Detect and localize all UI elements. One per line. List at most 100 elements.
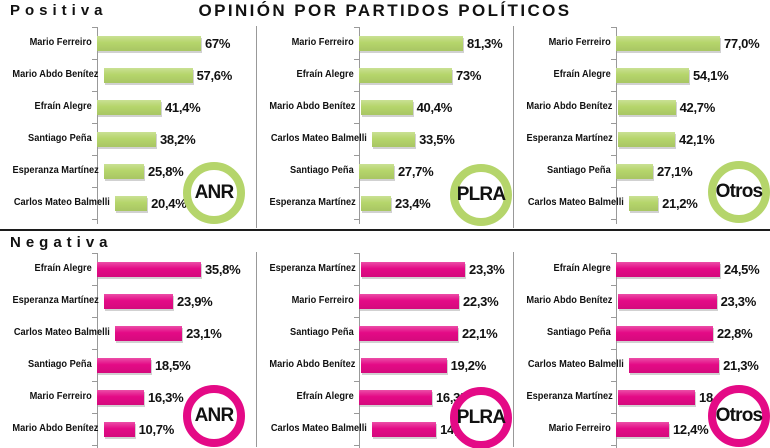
bar-row: Santiago Peña 27,1% — [514, 155, 770, 187]
page-title: OPINIÓN POR PARTIDOS POLÍTICOS — [198, 1, 572, 20]
value-label: 38,2% — [160, 131, 196, 147]
bar — [97, 99, 161, 115]
bar-row: Mario Abdo Benítez 42,7% — [514, 91, 770, 123]
value-axis — [611, 253, 617, 448]
bar — [618, 131, 676, 147]
bar — [97, 35, 201, 51]
bar — [361, 261, 466, 277]
section-divider — [0, 229, 770, 231]
value-label: 21,2% — [662, 195, 698, 211]
bar — [359, 389, 432, 405]
bar — [104, 293, 174, 309]
bar-row: Mario Abdo Benítez 40,4% — [257, 91, 513, 123]
bar-row: Mario Ferreiro 77,0% — [514, 27, 770, 59]
bar-row: Esperanza Martínez 23,4% — [257, 187, 513, 219]
candidate-label: Carlos Mateo Balmelli — [270, 422, 367, 435]
bar — [616, 163, 653, 179]
section-label: Negativa — [10, 234, 113, 251]
candidate-label: Carlos Mateo Balmelli — [13, 326, 110, 339]
bar — [616, 325, 713, 341]
party-badge: Otros — [708, 385, 770, 447]
candidate-label: Esperanza Martínez — [269, 262, 356, 275]
bar — [360, 99, 413, 115]
candidate-label: Carlos Mateo Balmelli — [527, 358, 624, 371]
bar — [97, 357, 151, 373]
value-label: 21,3% — [723, 357, 759, 373]
candidate-label: Carlos Mateo Balmelli — [527, 196, 624, 209]
value-label: 25,8% — [148, 163, 184, 179]
value-label: 23,3% — [469, 261, 505, 277]
bar — [115, 195, 148, 211]
section: Positiva Mario Ferreiro 67% Mario Abdo B… — [0, 2, 770, 228]
bar — [616, 261, 720, 277]
bar — [97, 131, 156, 147]
party-badge-label: ANR — [194, 182, 235, 203]
value-label: 22,1% — [462, 325, 498, 341]
bar — [618, 389, 696, 405]
party-badge: ANR — [183, 385, 245, 447]
party-panel: Esperanza Martínez 23,3% Mario Ferreiro … — [256, 252, 513, 448]
candidate-label: Esperanza Martínez — [12, 164, 99, 177]
value-label: 16,3% — [148, 389, 184, 405]
candidate-label: Esperanza Martínez — [269, 196, 356, 209]
candidate-label: Efraín Alegre — [34, 100, 92, 113]
bar-row: Mario Ferreiro 16,3% — [0, 381, 256, 413]
bar-row: Mario Abdo Benítez 57,6% — [0, 59, 256, 91]
bar-row: Mario Abdo Benítez 10,7% — [0, 413, 256, 445]
value-label: 24,5% — [724, 261, 760, 277]
bar — [359, 163, 394, 179]
party-badge-label: PLRA — [456, 407, 506, 428]
value-label: 27,1% — [657, 163, 693, 179]
party-badge-label: Otros — [715, 181, 763, 202]
value-axis — [92, 27, 98, 224]
bar-row: Carlos Mateo Balmelli 20,4% — [0, 187, 256, 219]
value-label: 42,1% — [679, 131, 715, 147]
value-axis — [92, 253, 98, 448]
value-label: 81,3% — [467, 35, 503, 51]
bar — [629, 357, 720, 373]
bar-row: Efraín Alegre 24,5% — [514, 253, 770, 285]
value-label: 54,1% — [693, 67, 729, 83]
value-label: 42,7% — [679, 99, 716, 115]
candidate-label: Efraín Alegre — [296, 68, 354, 81]
party-panel: Mario Ferreiro 81,3% Efraín Alegre 73% M… — [256, 26, 513, 228]
value-axis — [354, 27, 360, 224]
candidate-label: Mario Abdo Benítez — [12, 422, 99, 435]
panels: Efraín Alegre 35,8% Esperanza Martínez 2… — [0, 252, 770, 448]
bar — [103, 67, 193, 83]
bar-row: Efraín Alegre 54,1% — [514, 59, 770, 91]
bar-row: Efraín Alegre 35,8% — [0, 253, 256, 285]
value-label: 67% — [205, 35, 231, 51]
bar — [616, 67, 689, 83]
candidate-label: Esperanza Martínez — [526, 390, 613, 403]
party-badge-label: PLRA — [456, 184, 506, 205]
value-label: 41,4% — [165, 99, 201, 115]
candidate-label: Santiago Peña — [290, 164, 354, 177]
candidate-label: Carlos Mateo Balmelli — [13, 196, 110, 209]
candidate-label: Mario Ferreiro — [29, 390, 92, 403]
value-label: 10,7% — [138, 421, 175, 437]
bar-row: Carlos Mateo Balmelli 21,2% — [514, 187, 770, 219]
rows: Mario Ferreiro 77,0% Efraín Alegre 54,1%… — [514, 27, 770, 219]
bar-row: Mario Ferreiro 12,4% — [514, 413, 770, 445]
value-axis — [354, 253, 360, 448]
candidate-label: Mario Ferreiro — [548, 422, 611, 435]
bar — [617, 99, 676, 115]
candidate-label: Efraín Alegre — [34, 262, 92, 275]
bar — [617, 293, 717, 309]
candidate-label: Mario Abdo Benítez — [269, 358, 356, 371]
bar — [360, 357, 447, 373]
bar-row: Efraín Alegre 41,4% — [0, 91, 256, 123]
bar — [359, 35, 463, 51]
bar-row: Santiago Peña 22,8% — [514, 317, 770, 349]
candidate-label: Carlos Mateo Balmelli — [270, 132, 367, 145]
candidate-label: Mario Abdo Benítez — [12, 68, 99, 81]
candidate-label: Mario Ferreiro — [548, 36, 611, 49]
value-label: 12,4% — [673, 421, 709, 437]
rows: Efraín Alegre 24,5% Mario Abdo Benítez 2… — [514, 253, 770, 445]
rows: Efraín Alegre 35,8% Esperanza Martínez 2… — [0, 253, 256, 445]
bar — [372, 421, 437, 437]
value-label: 19,2% — [450, 357, 487, 373]
value-label: 20,4% — [151, 195, 187, 211]
candidate-label: Santiago Peña — [28, 358, 92, 371]
